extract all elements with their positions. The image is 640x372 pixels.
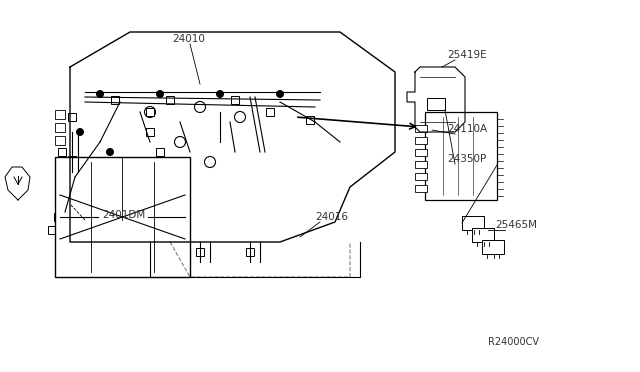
Circle shape bbox=[156, 90, 164, 98]
Bar bbox=[156, 148, 164, 156]
Bar bbox=[482, 240, 504, 254]
Bar bbox=[68, 156, 76, 164]
Bar bbox=[54, 213, 62, 221]
Text: 24010: 24010 bbox=[172, 34, 205, 44]
Bar bbox=[415, 161, 427, 168]
Circle shape bbox=[96, 90, 104, 98]
Bar bbox=[68, 113, 76, 121]
Bar bbox=[55, 110, 65, 119]
Bar bbox=[306, 116, 314, 124]
Circle shape bbox=[106, 148, 114, 156]
Text: 24110A: 24110A bbox=[447, 124, 487, 134]
Bar bbox=[166, 96, 174, 104]
Bar bbox=[415, 149, 427, 156]
Circle shape bbox=[276, 90, 284, 98]
Bar bbox=[146, 128, 154, 136]
Bar bbox=[146, 108, 154, 116]
Bar bbox=[55, 136, 65, 145]
Bar bbox=[472, 228, 494, 242]
Bar bbox=[55, 123, 65, 132]
Bar bbox=[55, 157, 190, 277]
Text: 25419E: 25419E bbox=[447, 50, 486, 60]
Bar bbox=[462, 216, 484, 230]
Bar bbox=[415, 185, 427, 192]
Bar bbox=[196, 248, 204, 256]
Bar bbox=[415, 137, 427, 144]
Bar bbox=[427, 98, 445, 110]
Bar bbox=[415, 125, 427, 132]
Bar bbox=[266, 108, 274, 116]
Circle shape bbox=[76, 128, 84, 136]
Text: R24000CV: R24000CV bbox=[488, 337, 539, 347]
Text: 25465M: 25465M bbox=[495, 220, 537, 230]
Text: 24016: 24016 bbox=[315, 212, 348, 222]
Circle shape bbox=[216, 90, 224, 98]
Bar bbox=[48, 226, 56, 234]
Text: 24350P: 24350P bbox=[447, 154, 486, 164]
Circle shape bbox=[126, 173, 134, 181]
Text: 2401DM: 2401DM bbox=[102, 210, 145, 220]
Bar bbox=[111, 96, 119, 104]
Bar bbox=[58, 148, 66, 156]
Bar bbox=[425, 112, 497, 200]
Bar bbox=[231, 96, 239, 104]
Bar bbox=[246, 248, 254, 256]
Bar bbox=[415, 173, 427, 180]
